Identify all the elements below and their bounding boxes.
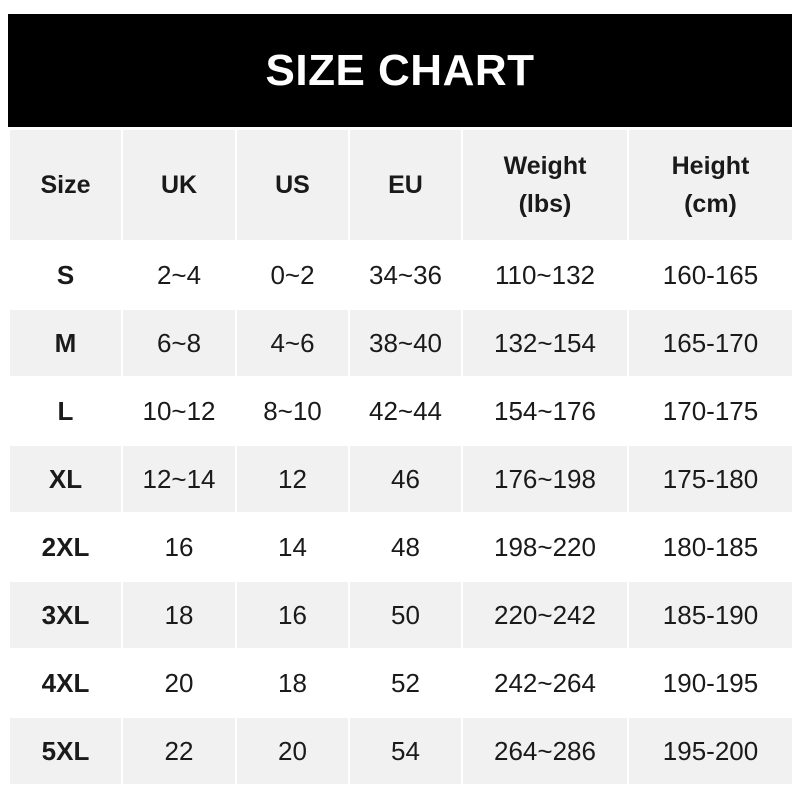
- cell-eu: 38~40: [348, 308, 463, 378]
- table-row: L 10~12 8~10 42~44 154~176 170-175: [8, 376, 794, 446]
- cell-size: 3XL: [8, 580, 123, 650]
- header-unit: (cm): [684, 190, 737, 218]
- cell-us: 8~10: [235, 376, 350, 446]
- cell-eu: 50: [348, 580, 463, 650]
- cell-uk: 12~14: [121, 444, 237, 514]
- cell-weight: 176~198: [461, 444, 629, 514]
- cell-us: 12: [235, 444, 350, 514]
- cell-eu: 42~44: [348, 376, 463, 446]
- cell-height: 180-185: [627, 512, 794, 582]
- header-label: UK: [160, 171, 198, 199]
- cell-uk: 22: [121, 716, 237, 786]
- cell-size: 5XL: [8, 716, 123, 786]
- column-header-size: Size: [8, 128, 123, 242]
- cell-size: L: [8, 376, 123, 446]
- cell-weight: 198~220: [461, 512, 629, 582]
- cell-weight: 154~176: [461, 376, 629, 446]
- cell-size: S: [8, 240, 123, 310]
- size-chart-title: SIZE CHART: [8, 14, 792, 127]
- table-row: 4XL 20 18 52 242~264 190-195: [8, 648, 794, 718]
- table-row: 3XL 18 16 50 220~242 185-190: [8, 580, 794, 650]
- cell-us: 0~2: [235, 240, 350, 310]
- cell-size: 2XL: [8, 512, 123, 582]
- table-row: XL 12~14 12 46 176~198 175-180: [8, 444, 794, 514]
- header-label: US: [275, 171, 310, 199]
- cell-eu: 52: [348, 648, 463, 718]
- cell-eu: 46: [348, 444, 463, 514]
- cell-height: 195-200: [627, 716, 794, 786]
- table-row: M 6~8 4~6 38~40 132~154 165-170: [8, 308, 794, 378]
- cell-us: 14: [235, 512, 350, 582]
- column-header-eu: EU: [348, 128, 463, 242]
- header-label: Size: [40, 171, 91, 199]
- cell-height: 170-175: [627, 376, 794, 446]
- cell-size: 4XL: [8, 648, 123, 718]
- table-row: 5XL 22 20 54 264~286 195-200: [8, 716, 794, 786]
- cell-uk: 16: [121, 512, 237, 582]
- table-row: S 2~4 0~2 34~36 110~132 160-165: [8, 240, 794, 310]
- cell-weight: 242~264: [461, 648, 629, 718]
- cell-uk: 6~8: [121, 308, 237, 378]
- cell-us: 20: [235, 716, 350, 786]
- column-header-uk: UK: [121, 128, 237, 242]
- cell-eu: 54: [348, 716, 463, 786]
- cell-height: 160-165: [627, 240, 794, 310]
- cell-height: 175-180: [627, 444, 794, 514]
- cell-uk: 18: [121, 580, 237, 650]
- table-row: 2XL 16 14 48 198~220 180-185: [8, 512, 794, 582]
- header-unit: (lbs): [518, 190, 572, 218]
- cell-weight: 220~242: [461, 580, 629, 650]
- header-label: Height: [671, 152, 750, 180]
- header-row: Size UK US EU Weight (lbs) Height (cm): [8, 128, 794, 242]
- cell-us: 4~6: [235, 308, 350, 378]
- cell-us: 16: [235, 580, 350, 650]
- cell-us: 18: [235, 648, 350, 718]
- cell-height: 190-195: [627, 648, 794, 718]
- cell-eu: 48: [348, 512, 463, 582]
- cell-weight: 132~154: [461, 308, 629, 378]
- header-label: EU: [388, 171, 423, 199]
- cell-size: M: [8, 308, 123, 378]
- cell-eu: 34~36: [348, 240, 463, 310]
- column-header-weight: Weight (lbs): [461, 128, 629, 242]
- size-chart-table: Size UK US EU Weight (lbs) Height (cm) S 2~4 0~2 3…: [8, 128, 794, 786]
- cell-height: 165-170: [627, 308, 794, 378]
- cell-weight: 264~286: [461, 716, 629, 786]
- column-header-height: Height (cm): [627, 128, 794, 242]
- column-header-us: US: [235, 128, 350, 242]
- cell-size: XL: [8, 444, 123, 514]
- cell-height: 185-190: [627, 580, 794, 650]
- cell-uk: 2~4: [121, 240, 237, 310]
- cell-weight: 110~132: [461, 240, 629, 310]
- header-label: Weight: [503, 152, 587, 180]
- cell-uk: 10~12: [121, 376, 237, 446]
- cell-uk: 20: [121, 648, 237, 718]
